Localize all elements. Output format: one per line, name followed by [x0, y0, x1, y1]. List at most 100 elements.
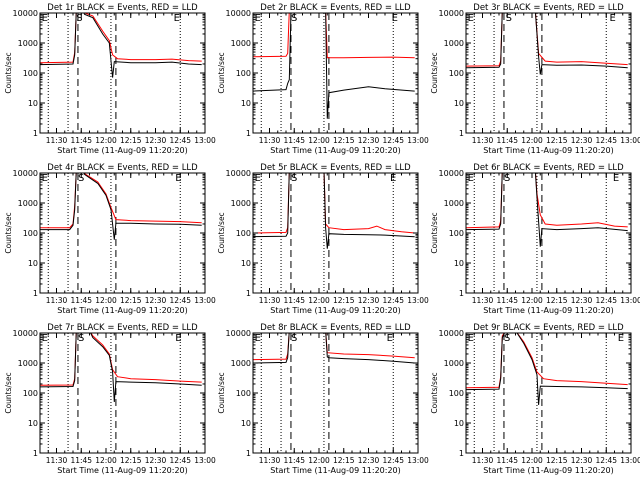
- series-black-line: [466, 13, 628, 75]
- marker-e: E: [255, 173, 261, 184]
- series-red-line: [466, 173, 628, 229]
- y-tick-label: 10000: [13, 9, 38, 18]
- x-tick-label: 12:45: [169, 136, 191, 145]
- y-axis-label: Counts/sec: [430, 212, 439, 253]
- chart-title: Det 4r BLACK = Events, RED = LLD: [47, 163, 198, 173]
- x-tick-label: 12:45: [169, 296, 191, 305]
- series-red-line: [253, 13, 415, 59]
- y-axis-label: Counts/sec: [4, 212, 13, 253]
- x-tick-label: 11:30: [472, 136, 494, 145]
- marker-e: E: [255, 13, 261, 24]
- series-black-line: [253, 333, 415, 364]
- series-black-line: [40, 333, 202, 403]
- x-tick-label: 12:30: [145, 296, 167, 305]
- marker-e: E: [618, 333, 624, 344]
- marker-e: E: [468, 333, 474, 344]
- x-axis-label: Start Time (11-Aug-09 11:20:20): [483, 306, 614, 315]
- y-axis-label: Counts/sec: [430, 372, 439, 413]
- y-tick-label: 1000: [18, 359, 38, 368]
- x-tick-label: 11:45: [496, 296, 518, 305]
- x-tick-label: 12:30: [358, 136, 380, 145]
- x-tick-label: 11:45: [70, 296, 92, 305]
- x-tick-label: 12:15: [546, 456, 568, 465]
- x-tick-label: 11:45: [70, 456, 92, 465]
- y-tick-label: 100: [23, 69, 38, 78]
- x-tick-label: 11:30: [259, 136, 281, 145]
- marker-e: E: [42, 333, 48, 344]
- x-tick-label: 12:15: [546, 136, 568, 145]
- marker-e: E: [175, 333, 181, 344]
- y-tick-label: 100: [23, 229, 38, 238]
- y-tick-label: 10000: [226, 169, 251, 178]
- chart-title: Det 8r BLACK = Events, RED = LLD: [260, 323, 411, 333]
- series-black-line: [466, 173, 628, 247]
- x-tick-label: 12:15: [333, 296, 355, 305]
- y-tick-label: 1000: [444, 199, 464, 208]
- x-tick-label: 12:15: [120, 456, 142, 465]
- x-axis-label: Start Time (11-Aug-09 11:20:20): [57, 146, 188, 155]
- x-tick-label: 13:00: [407, 296, 429, 305]
- y-tick-label: 100: [23, 389, 38, 398]
- marker-e: E: [174, 13, 180, 24]
- x-tick-label: 12:15: [120, 136, 142, 145]
- y-tick-label: 10000: [439, 329, 464, 338]
- x-tick-label: 12:45: [382, 136, 404, 145]
- marker-s: S: [78, 333, 84, 344]
- x-tick-label: 11:45: [283, 296, 305, 305]
- y-tick-label: 10: [28, 259, 38, 268]
- chart-title: Det 7r BLACK = Events, RED = LLD: [47, 323, 198, 333]
- marker-e: E: [468, 173, 474, 184]
- x-tick-label: 12:45: [595, 136, 617, 145]
- marker-e: E: [468, 13, 474, 24]
- x-tick-label: 12:00: [308, 456, 330, 465]
- y-tick-label: 10: [454, 419, 464, 428]
- x-tick-label: 12:00: [521, 456, 543, 465]
- y-axis-label: Counts/sec: [430, 52, 439, 93]
- x-tick-label: 11:45: [283, 456, 305, 465]
- y-axis-label: Counts/sec: [4, 52, 13, 93]
- y-tick-label: 1000: [231, 39, 251, 48]
- marker-s: S: [504, 173, 510, 184]
- y-tick-label: 1: [459, 129, 464, 138]
- chart-title: Det 6r BLACK = Events, RED = LLD: [473, 163, 624, 173]
- marker-e: E: [390, 173, 396, 184]
- x-tick-label: 12:00: [95, 456, 117, 465]
- y-tick-label: 1: [246, 289, 251, 298]
- x-tick-label: 12:00: [95, 136, 117, 145]
- x-tick-label: 13:00: [194, 136, 216, 145]
- x-tick-label: 12:00: [521, 296, 543, 305]
- x-tick-label: 11:30: [472, 456, 494, 465]
- marker-e: E: [610, 13, 616, 24]
- marker-e: E: [613, 173, 619, 184]
- y-tick-label: 100: [236, 389, 251, 398]
- y-tick-label: 10: [241, 259, 251, 268]
- chart-title: Det 5r BLACK = Events, RED = LLD: [260, 163, 411, 173]
- y-tick-label: 1000: [18, 39, 38, 48]
- x-tick-label: 13:00: [194, 456, 216, 465]
- y-axis-label: Counts/sec: [217, 52, 226, 93]
- y-tick-label: 1000: [231, 199, 251, 208]
- marker-s: S: [504, 333, 510, 344]
- y-tick-label: 10000: [439, 169, 464, 178]
- series-black-line: [466, 333, 628, 405]
- x-tick-label: 12:30: [571, 296, 593, 305]
- series-black-line: [40, 13, 202, 78]
- y-tick-label: 1000: [18, 199, 38, 208]
- x-tick-label: 12:45: [595, 456, 617, 465]
- y-tick-label: 1: [33, 289, 38, 298]
- y-tick-label: 1000: [444, 359, 464, 368]
- x-axis-label: Start Time (11-Aug-09 11:20:20): [57, 306, 188, 315]
- y-tick-label: 10: [241, 419, 251, 428]
- x-tick-label: 13:00: [407, 456, 429, 465]
- x-tick-label: 11:30: [46, 456, 68, 465]
- x-tick-label: 12:00: [95, 296, 117, 305]
- y-tick-label: 10000: [226, 329, 251, 338]
- marker-e: E: [392, 13, 398, 24]
- x-tick-label: 11:45: [496, 136, 518, 145]
